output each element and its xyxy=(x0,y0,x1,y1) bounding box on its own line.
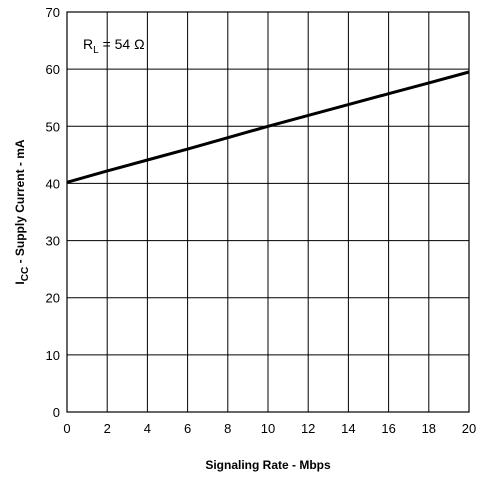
y-tick-label: 20 xyxy=(46,291,60,306)
y-tick-label: 70 xyxy=(46,5,60,20)
annotation-subscript: L xyxy=(93,45,99,56)
annotation-main: R xyxy=(83,36,93,52)
grid xyxy=(66,11,470,413)
x-tick-label: 0 xyxy=(63,421,70,436)
x-tick-label: 2 xyxy=(104,421,111,436)
y-tick-label: 0 xyxy=(53,405,60,420)
x-tick-label: 16 xyxy=(381,421,395,436)
y-axis-title-main: I xyxy=(13,281,27,284)
y-tick-label: 30 xyxy=(46,234,60,249)
series-layer xyxy=(66,70,470,184)
annotation-rest: = 54 Ω xyxy=(99,36,145,52)
x-tick-label: 8 xyxy=(224,421,231,436)
y-tick-label: 60 xyxy=(46,62,60,77)
x-tick-label: 12 xyxy=(301,421,315,436)
x-tick-label: 6 xyxy=(184,421,191,436)
x-tick-label: 4 xyxy=(144,421,151,436)
y-tick-labels: 0 10 20 30 40 50 60 70 xyxy=(46,5,60,420)
x-tick-label: 18 xyxy=(422,421,436,436)
annotation-rl: RL = 54 Ω xyxy=(83,36,145,56)
y-axis-title: ICC - Supply Current - mA xyxy=(13,139,31,284)
x-tick-label: 10 xyxy=(261,421,275,436)
series-line xyxy=(66,70,470,184)
x-tick-label: 14 xyxy=(341,421,355,436)
y-axis-title-rest: - Supply Current - mA xyxy=(13,139,27,267)
x-axis-title: Signaling Rate - Mbps xyxy=(205,458,331,472)
x-tick-labels: 0 2 4 6 8 10 12 14 16 18 20 xyxy=(63,421,476,436)
y-tick-label: 10 xyxy=(46,348,60,363)
y-tick-label: 50 xyxy=(46,119,60,134)
y-axis-title-subscript: CC xyxy=(20,267,31,281)
x-tick-label: 20 xyxy=(462,421,476,436)
plot-frame xyxy=(66,11,470,413)
y-tick-label: 40 xyxy=(46,176,60,191)
